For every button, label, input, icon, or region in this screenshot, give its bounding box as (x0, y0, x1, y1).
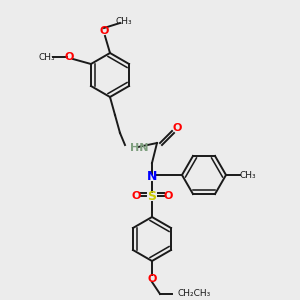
Text: O: O (172, 123, 182, 133)
Text: O: O (64, 52, 74, 62)
Text: O: O (131, 191, 141, 201)
Text: O: O (147, 274, 157, 284)
Text: CH₃: CH₃ (240, 170, 256, 179)
Text: S: S (148, 190, 157, 203)
Text: HN: HN (130, 143, 148, 153)
Text: CH₃: CH₃ (39, 52, 55, 62)
Text: O: O (99, 26, 109, 36)
Text: CH₂CH₃: CH₂CH₃ (178, 290, 211, 298)
Text: CH₃: CH₃ (116, 16, 132, 26)
Text: O: O (163, 191, 173, 201)
Text: N: N (147, 170, 157, 184)
